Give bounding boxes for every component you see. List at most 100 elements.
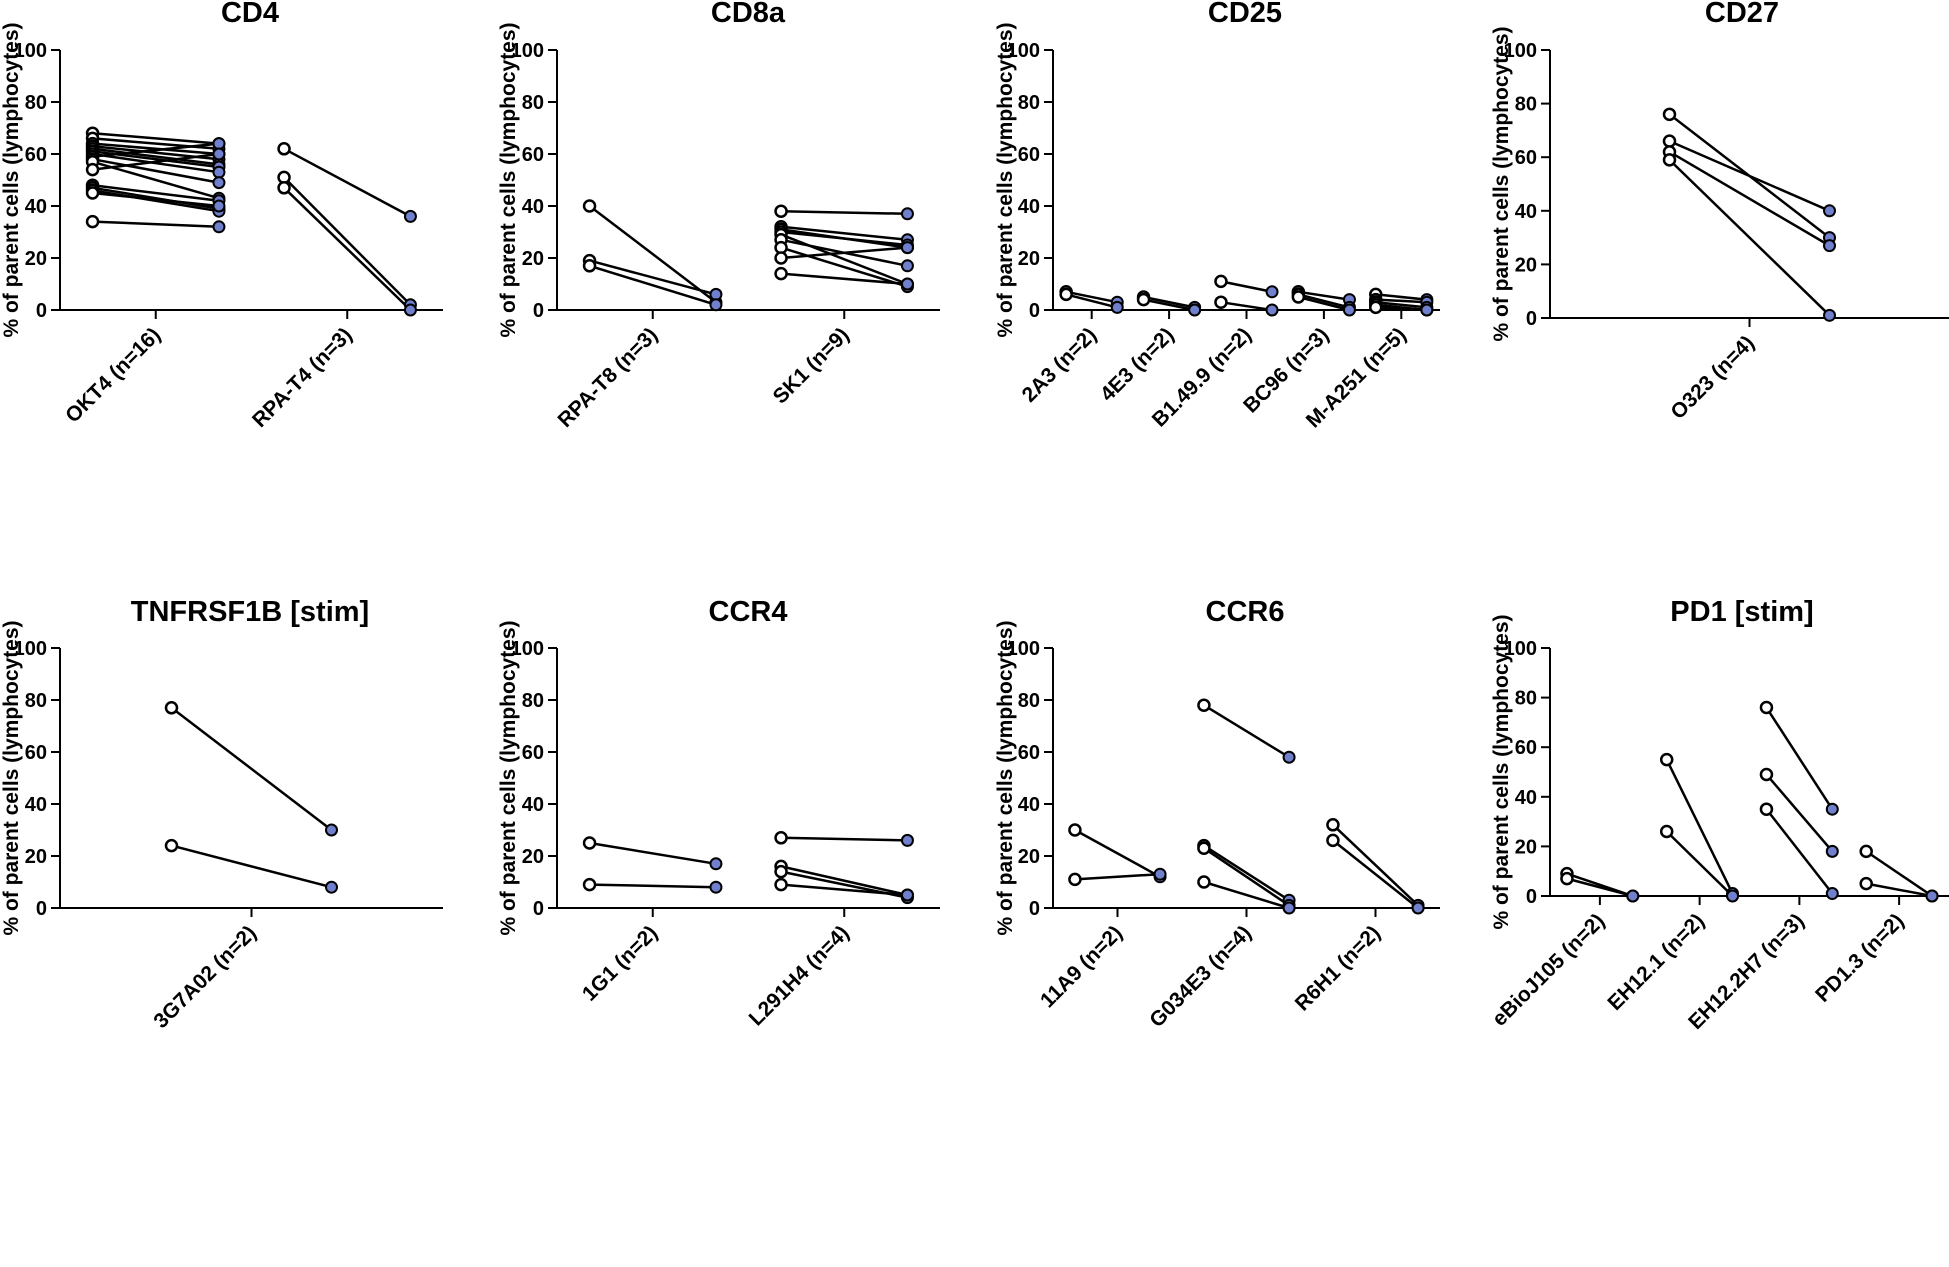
y-tick-label: 20 bbox=[522, 846, 544, 868]
y-tick-label: 100 bbox=[1504, 40, 1537, 62]
before-point bbox=[774, 877, 788, 892]
pair-line bbox=[92, 137, 220, 151]
before-point bbox=[1662, 107, 1677, 122]
after-point bbox=[1825, 802, 1839, 816]
pair-line bbox=[170, 706, 333, 831]
x-category-label: OKT4 (n=16) bbox=[61, 323, 165, 427]
y-tick-label: 0 bbox=[36, 300, 47, 322]
after-point bbox=[1110, 300, 1124, 314]
after-point bbox=[1282, 901, 1296, 915]
pair-line bbox=[781, 209, 908, 216]
after-point bbox=[1282, 750, 1296, 764]
before-point bbox=[582, 199, 597, 213]
before-point bbox=[1662, 134, 1677, 148]
after-point bbox=[709, 287, 723, 301]
panel-cd25: CD25 % of parent cells (lymphocytes) 0 20 40… bbox=[994, 0, 1440, 432]
panel-title: TNFRSF1B [stim] bbox=[131, 596, 369, 628]
pair-line bbox=[92, 131, 220, 145]
panel-title: CD4 bbox=[221, 0, 279, 29]
y-tick-label: 20 bbox=[1018, 846, 1040, 868]
pair-line bbox=[1074, 872, 1161, 881]
before-point bbox=[164, 701, 179, 715]
after-point bbox=[1411, 901, 1425, 915]
after-point bbox=[212, 147, 226, 161]
before-point bbox=[1059, 287, 1073, 302]
after-point bbox=[212, 220, 226, 234]
after-point bbox=[1726, 889, 1740, 903]
after-point bbox=[212, 176, 226, 190]
pair-line bbox=[780, 233, 908, 286]
pair-line bbox=[1332, 823, 1419, 907]
y-tick-label: 100 bbox=[511, 40, 544, 62]
y-axis-label: % of parent cells (lymphocytes) bbox=[0, 22, 23, 337]
pair-line bbox=[1298, 290, 1350, 301]
y-tick-label: 80 bbox=[522, 690, 544, 712]
after-point bbox=[212, 165, 226, 179]
panel-title: CCR4 bbox=[709, 596, 788, 628]
y-tick-label: 100 bbox=[1007, 638, 1040, 660]
before-point bbox=[1326, 833, 1340, 848]
y-tick-label: 0 bbox=[533, 300, 544, 322]
before-point bbox=[774, 864, 788, 879]
panel-title: CD25 bbox=[1208, 0, 1282, 29]
pair-line bbox=[780, 246, 908, 260]
after-point bbox=[212, 199, 226, 213]
pair-line bbox=[589, 264, 717, 306]
pair-line bbox=[1298, 295, 1350, 312]
y-tick-label: 80 bbox=[25, 690, 47, 712]
before-point bbox=[774, 204, 788, 218]
pair-line bbox=[780, 225, 908, 242]
after-point bbox=[900, 833, 914, 847]
panel-title: CD27 bbox=[1705, 0, 1779, 29]
pair-line bbox=[1143, 295, 1195, 309]
after-point bbox=[900, 241, 914, 255]
y-tick-label: 60 bbox=[25, 742, 47, 764]
pair-line bbox=[780, 865, 908, 897]
pair-line bbox=[92, 191, 220, 208]
y-tick-label: 100 bbox=[1504, 638, 1537, 660]
x-category-label: RPA-T8 (n=3) bbox=[553, 323, 662, 432]
after-point bbox=[325, 880, 338, 894]
before-point bbox=[1291, 290, 1306, 304]
before-point bbox=[1759, 700, 1774, 715]
y-tick-label: 60 bbox=[1018, 742, 1040, 764]
y-tick-label: 0 bbox=[1526, 886, 1537, 908]
before-point bbox=[164, 838, 179, 853]
pair-line bbox=[1065, 290, 1118, 304]
y-tick-label: 40 bbox=[1515, 787, 1537, 809]
pair-line bbox=[283, 186, 412, 311]
panel-ccr6: CCR6 % of parent cells (lymphocytes) 0 20 40… bbox=[994, 596, 1440, 1032]
pair-line bbox=[1375, 293, 1427, 301]
pair-line bbox=[589, 883, 716, 889]
pair-line bbox=[1074, 828, 1161, 878]
y-tick-label: 40 bbox=[1018, 196, 1040, 218]
before-point bbox=[1759, 767, 1774, 782]
before-point bbox=[277, 142, 291, 156]
before-point bbox=[1136, 292, 1151, 307]
y-axis-label: % of parent cells (lymphocytes) bbox=[994, 22, 1017, 337]
pair-line bbox=[1865, 882, 1933, 898]
y-tick-label: 20 bbox=[25, 248, 47, 270]
before-point bbox=[582, 259, 597, 273]
before-point bbox=[85, 186, 100, 200]
y-tick-label: 40 bbox=[25, 196, 47, 218]
pair-line bbox=[780, 246, 908, 288]
before-point bbox=[1326, 818, 1340, 832]
before-point bbox=[1197, 698, 1211, 712]
x-category-label: SK1 (n=9) bbox=[769, 323, 854, 408]
x-category-label: 1G1 (n=2) bbox=[578, 921, 662, 1005]
pair-line bbox=[1665, 759, 1734, 895]
y-tick-label: 20 bbox=[1515, 254, 1537, 276]
after-point bbox=[1823, 204, 1836, 218]
y-tick-label: 100 bbox=[14, 40, 47, 62]
before-point bbox=[1659, 752, 1674, 767]
x-category-label: 11A9 (n=2) bbox=[1036, 921, 1127, 1012]
panel-ccr4: CCR4 % of parent cells (lymphocytes) 0 20 40… bbox=[497, 596, 940, 1030]
pair-line bbox=[1298, 293, 1350, 309]
pair-line bbox=[1669, 139, 1830, 212]
before-point bbox=[1659, 824, 1674, 839]
y-axis-label: % of parent cells (lymphocytes) bbox=[1490, 614, 1513, 929]
x-category-label: G034E3 (n=4) bbox=[1145, 921, 1256, 1032]
pair-line bbox=[780, 272, 908, 286]
